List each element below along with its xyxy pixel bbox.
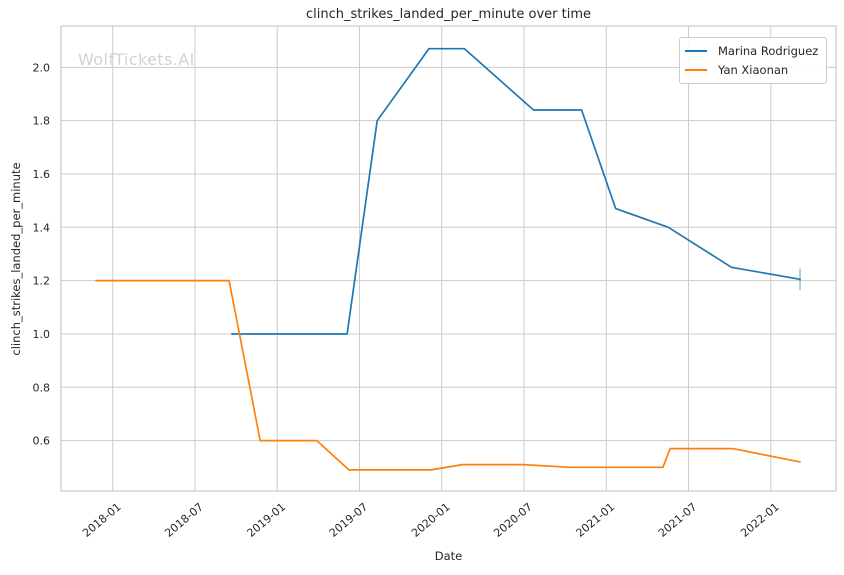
series-line-marina-rodriguez	[230, 47, 801, 335]
x-axis-label: Date	[434, 549, 463, 563]
y-tick-label: 1.4	[33, 221, 51, 234]
x-tick-label: 2021-01	[574, 500, 618, 540]
chart-title: clinch_strikes_landed_per_minute over ti…	[305, 7, 592, 22]
x-tick-label: 2019-07	[327, 500, 371, 540]
legend-entry: Marina Rodriguez	[685, 44, 820, 58]
x-tick-label: 2020-07	[491, 500, 535, 540]
y-tick-label: 1.8	[33, 115, 51, 128]
y-tick-label: 1.0	[33, 328, 51, 341]
y-tick-label: 1.2	[33, 275, 51, 288]
legend: Marina Rodriguez Yan Xiaonan	[679, 37, 827, 84]
series-line-yan-xiaonan	[95, 279, 801, 471]
legend-label: Marina Rodriguez	[718, 44, 819, 58]
plot-border	[60, 25, 837, 492]
x-tick-label: 2018-07	[162, 500, 206, 540]
legend-label: Yan Xiaonan	[718, 63, 789, 77]
legend-line-swatch	[685, 50, 707, 52]
x-tick-label: 2022-01	[738, 500, 782, 540]
x-tick-label: 2019-01	[245, 500, 289, 540]
y-axis-label: clinch_strikes_landed_per_minute	[9, 162, 23, 356]
x-tick-label: 2020-01	[409, 500, 453, 540]
legend-line-swatch	[685, 69, 707, 71]
y-tick-label: 0.6	[33, 435, 51, 448]
watermark: WolfTickets.AI	[78, 50, 195, 69]
y-tick-label: 2.0	[33, 61, 51, 74]
y-tick-label: 0.8	[33, 381, 51, 394]
y-tick-label: 1.6	[33, 168, 51, 181]
x-tick-label: 2018-01	[80, 500, 124, 540]
x-tick-label: 2021-07	[656, 500, 700, 540]
legend-entry: Yan Xiaonan	[685, 63, 820, 77]
